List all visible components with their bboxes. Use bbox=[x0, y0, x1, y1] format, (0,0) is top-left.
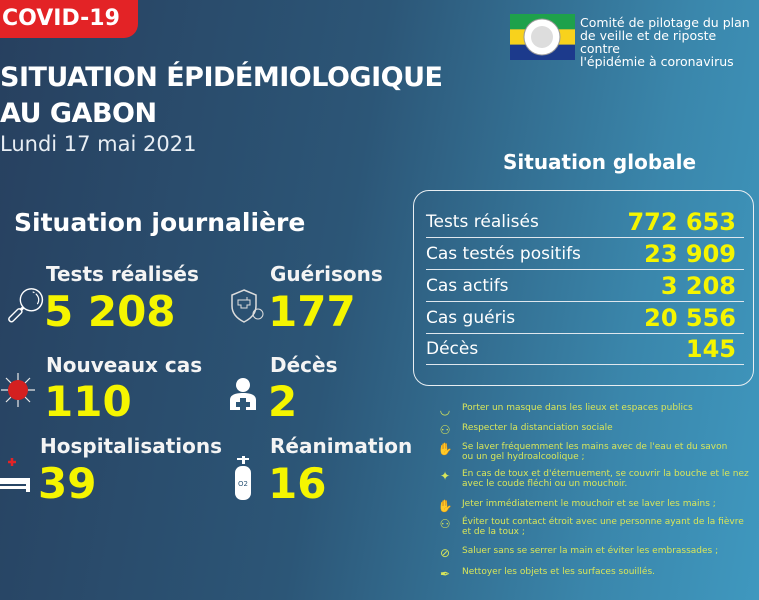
tip-text: et de la toux ; bbox=[462, 527, 525, 537]
tip-text: Jeter immédiatement le mouchoir et se la… bbox=[462, 499, 716, 509]
title-line-1: SITUATION ÉPIDÉMIOLOGIQUE bbox=[0, 62, 443, 93]
tip-text: Éviter tout contact étroit avec une pers… bbox=[462, 517, 744, 527]
table-row: Tests réalisés 772 653 bbox=[426, 207, 744, 238]
tip-text: Se laver fréquemment les mains avec de l… bbox=[462, 442, 728, 452]
row-value: 145 bbox=[685, 335, 736, 363]
tip-wash-hands: ✋ Se laver fréquemment les mains avec de … bbox=[436, 442, 728, 462]
daily-value: 39 bbox=[38, 459, 97, 508]
tip-text: Porter un masque dans les lieux et espac… bbox=[462, 403, 693, 413]
mask-icon: ◡ bbox=[439, 403, 451, 417]
date: Lundi 17 mai 2021 bbox=[0, 132, 197, 156]
org-line-3: l'épidémie à coronavirus bbox=[580, 54, 734, 69]
table-row: Décès 145 bbox=[426, 334, 744, 365]
tip-mask: ◡ Porter un masque dans les lieux et espa… bbox=[436, 403, 693, 417]
title-line-2: AU GABON bbox=[0, 98, 157, 129]
hand-wash-icon: ✋ bbox=[437, 442, 453, 456]
tip-clean: ✒ Nettoyer les objets et les surfaces sou… bbox=[436, 567, 655, 581]
tip-text: avec le coude fléchi ou un mouchoir. bbox=[462, 479, 628, 489]
row-value: 3 208 bbox=[660, 272, 736, 300]
org-line-2: de veille et de riposte contre bbox=[580, 28, 717, 56]
no-handshake-icon: ⊘ bbox=[439, 546, 451, 560]
tip-distance: ⚇ Respecter la distanciation sociale bbox=[436, 423, 613, 437]
tip-text: Saluer sans se serrer la main et éviter … bbox=[462, 546, 719, 556]
tip-greeting: ⊘ Saluer sans se serrer la main et éviter… bbox=[436, 546, 718, 560]
tip-cough: ✦ En cas de toux et d'éternuement, se cou… bbox=[436, 469, 749, 489]
table-row: Cas actifs 3 208 bbox=[426, 271, 744, 302]
svg-text:O2: O2 bbox=[238, 480, 248, 488]
row-label: Tests réalisés bbox=[426, 212, 539, 232]
page-title: SITUATION ÉPIDÉMIOLOGIQUE AU GABON bbox=[0, 60, 443, 132]
global-heading: Situation globale bbox=[503, 150, 697, 174]
daily-value: 2 bbox=[268, 377, 298, 426]
covid-badge: COVID-19 bbox=[0, 0, 138, 38]
daily-value: 177 bbox=[268, 287, 356, 336]
daily-label: Tests réalisés bbox=[46, 262, 199, 286]
cough-elbow-icon: ✦ bbox=[439, 469, 451, 483]
magnifier-icon: 🔍︎ bbox=[4, 286, 48, 326]
daily-value: 110 bbox=[44, 377, 132, 426]
daily-label: Hospitalisations bbox=[40, 434, 223, 458]
tip-text: En cas de toux et d'éternuement, se couv… bbox=[462, 469, 749, 479]
daily-label: Nouveaux cas bbox=[46, 353, 203, 377]
row-label: Cas actifs bbox=[426, 276, 509, 296]
people-distance-icon: ⚇ bbox=[439, 517, 451, 531]
daily-heading: Situation journalière bbox=[14, 208, 306, 237]
shield-cross-icon bbox=[231, 289, 264, 323]
row-value: 772 653 bbox=[627, 208, 736, 236]
tip-tissue: ✋ Jeter immédiatement le mouchoir et se l… bbox=[436, 499, 716, 513]
table-row: Cas guéris 20 556 bbox=[426, 303, 744, 334]
organization-name: Comité de pilotage du plan de veille et … bbox=[580, 16, 759, 68]
doctor-icon bbox=[230, 378, 256, 410]
people-distance-icon: ⚇ bbox=[439, 423, 451, 437]
daily-value: 16 bbox=[268, 459, 327, 508]
row-value: 20 556 bbox=[644, 304, 736, 332]
tip-text: Nettoyer les objets et les surfaces soui… bbox=[462, 567, 655, 577]
daily-label: Décès bbox=[270, 353, 338, 377]
org-line-1: Comité de pilotage du plan bbox=[580, 15, 750, 30]
daily-label: Réanimation bbox=[270, 434, 413, 458]
oxygen-tank-icon: O2 bbox=[235, 456, 251, 500]
global-table: Tests réalisés 772 653 Cas testés positif… bbox=[413, 190, 754, 386]
tip-text: ou un gel hydroalcoolique ; bbox=[462, 452, 585, 462]
row-label: Cas testés positifs bbox=[426, 244, 581, 264]
row-label: Cas guéris bbox=[426, 308, 516, 328]
hand-wash-icon: ✋ bbox=[437, 499, 453, 513]
virus-icon bbox=[1, 373, 35, 407]
cleaning-spray-icon: ✒ bbox=[439, 567, 451, 581]
tip-contact: ⚇ Éviter tout contact étroit avec une per… bbox=[436, 517, 744, 537]
gabon-flag-logo bbox=[510, 14, 575, 60]
daily-value: 5 208 bbox=[44, 287, 176, 336]
table-row: Cas testés positifs 23 909 bbox=[426, 239, 744, 270]
daily-label: Guérisons bbox=[270, 262, 383, 286]
hospital-bed-icon bbox=[0, 458, 30, 492]
row-label: Décès bbox=[426, 339, 479, 359]
row-value: 23 909 bbox=[644, 240, 736, 268]
tip-text: Respecter la distanciation sociale bbox=[462, 423, 613, 433]
